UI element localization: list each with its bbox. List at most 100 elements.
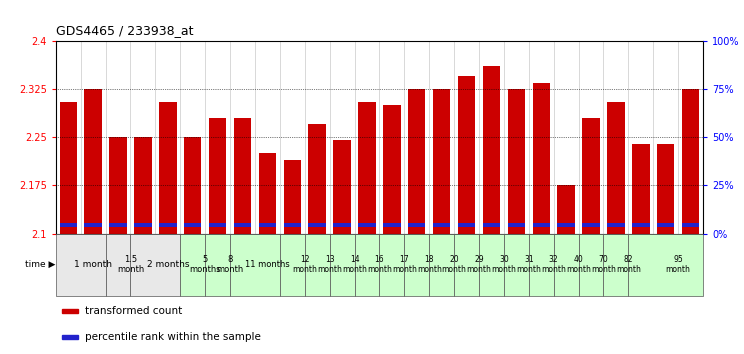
FancyBboxPatch shape xyxy=(529,234,554,296)
Bar xyxy=(507,223,525,227)
Bar xyxy=(109,137,126,234)
Bar xyxy=(309,124,326,234)
FancyBboxPatch shape xyxy=(579,234,603,296)
Text: 32
month: 32 month xyxy=(542,255,566,274)
Bar xyxy=(333,223,351,227)
Bar xyxy=(682,223,699,227)
Text: 14
month: 14 month xyxy=(342,255,367,274)
Text: 5
months: 5 months xyxy=(190,255,221,274)
FancyBboxPatch shape xyxy=(404,234,429,296)
Text: 1.5
month: 1.5 month xyxy=(117,255,144,274)
Text: 31
month: 31 month xyxy=(516,255,541,274)
Bar xyxy=(84,223,102,227)
Bar xyxy=(333,141,351,234)
FancyBboxPatch shape xyxy=(479,234,504,296)
Bar xyxy=(607,102,625,234)
FancyBboxPatch shape xyxy=(429,234,454,296)
Bar xyxy=(60,223,77,227)
Text: GDS4465 / 233938_at: GDS4465 / 233938_at xyxy=(56,24,193,37)
Bar xyxy=(234,118,251,234)
Text: 82
month: 82 month xyxy=(616,255,641,274)
Text: 12
month: 12 month xyxy=(292,255,317,274)
Text: 13
month: 13 month xyxy=(317,255,342,274)
Bar xyxy=(60,102,77,234)
Bar xyxy=(533,82,550,234)
FancyBboxPatch shape xyxy=(554,234,579,296)
Bar xyxy=(62,335,78,339)
Text: 30
month: 30 month xyxy=(492,255,516,274)
Text: 1 month: 1 month xyxy=(74,260,112,269)
Bar xyxy=(159,223,176,227)
Bar xyxy=(359,102,376,234)
Text: 20
month: 20 month xyxy=(442,255,466,274)
Bar xyxy=(583,118,600,234)
Bar xyxy=(657,144,675,234)
FancyBboxPatch shape xyxy=(130,234,180,296)
Text: 40
month: 40 month xyxy=(566,255,591,274)
FancyBboxPatch shape xyxy=(603,234,629,296)
FancyBboxPatch shape xyxy=(205,234,230,296)
Text: 70
month: 70 month xyxy=(591,255,616,274)
Text: 2 months: 2 months xyxy=(147,260,189,269)
Bar xyxy=(259,153,276,234)
Text: 11 months: 11 months xyxy=(245,260,289,269)
Bar xyxy=(408,223,426,227)
Bar xyxy=(533,223,550,227)
Bar xyxy=(433,223,450,227)
FancyBboxPatch shape xyxy=(355,234,379,296)
Bar xyxy=(259,223,276,227)
Text: transformed count: transformed count xyxy=(85,306,182,316)
Bar xyxy=(408,89,426,234)
Bar xyxy=(209,223,226,227)
Bar xyxy=(283,223,301,227)
Bar xyxy=(62,309,78,313)
Bar xyxy=(184,137,202,234)
Bar xyxy=(507,89,525,234)
Bar xyxy=(583,223,600,227)
Bar xyxy=(383,223,400,227)
Bar xyxy=(84,89,102,234)
FancyBboxPatch shape xyxy=(379,234,404,296)
Bar xyxy=(383,105,400,234)
Bar xyxy=(209,118,226,234)
Bar xyxy=(359,223,376,227)
Text: 18
month: 18 month xyxy=(417,255,442,274)
Bar xyxy=(283,160,301,234)
FancyBboxPatch shape xyxy=(504,234,529,296)
FancyBboxPatch shape xyxy=(56,234,106,296)
Bar xyxy=(458,223,475,227)
Bar xyxy=(309,223,326,227)
Text: 95
month: 95 month xyxy=(666,255,690,274)
FancyBboxPatch shape xyxy=(180,234,205,296)
FancyBboxPatch shape xyxy=(330,234,355,296)
Bar xyxy=(134,223,152,227)
Bar xyxy=(483,67,500,234)
FancyBboxPatch shape xyxy=(230,234,280,296)
FancyBboxPatch shape xyxy=(280,234,305,296)
Text: 17
month: 17 month xyxy=(392,255,417,274)
Bar xyxy=(433,89,450,234)
Text: 29
month: 29 month xyxy=(466,255,492,274)
Bar xyxy=(458,76,475,234)
FancyBboxPatch shape xyxy=(305,234,330,296)
Bar xyxy=(134,137,152,234)
Bar xyxy=(184,223,202,227)
FancyBboxPatch shape xyxy=(629,234,703,296)
Text: time ▶: time ▶ xyxy=(25,260,56,269)
FancyBboxPatch shape xyxy=(106,234,130,296)
Bar xyxy=(557,185,575,234)
Bar xyxy=(657,223,675,227)
Bar xyxy=(159,102,176,234)
Bar xyxy=(557,223,575,227)
Text: 8
month: 8 month xyxy=(217,255,244,274)
Text: percentile rank within the sample: percentile rank within the sample xyxy=(85,332,261,342)
Bar xyxy=(109,223,126,227)
Bar xyxy=(632,144,650,234)
Bar xyxy=(607,223,625,227)
Bar xyxy=(483,223,500,227)
FancyBboxPatch shape xyxy=(454,234,479,296)
Text: 16
month: 16 month xyxy=(367,255,392,274)
Bar xyxy=(682,89,699,234)
Bar xyxy=(234,223,251,227)
Bar xyxy=(632,223,650,227)
